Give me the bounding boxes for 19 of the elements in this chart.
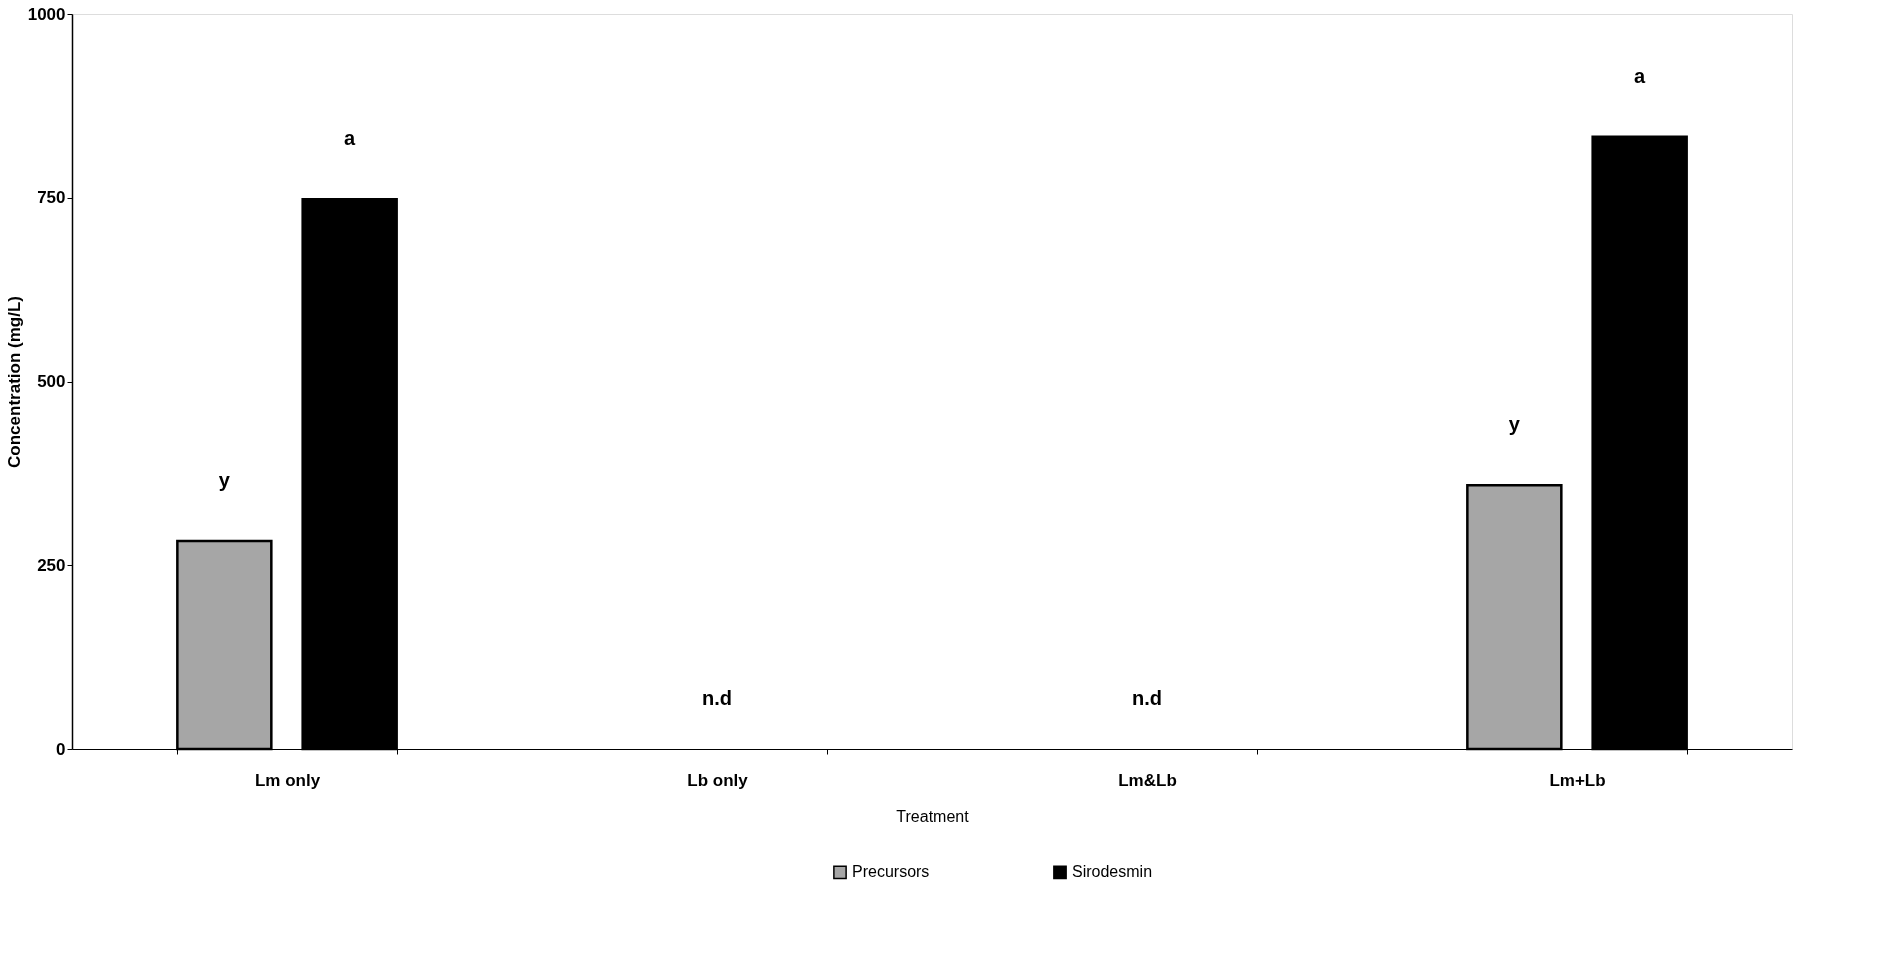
x-axis-title: Treatment [896,807,970,825]
annotation: n.d [702,687,732,709]
legend-label: Precursors [852,863,930,881]
x-tick-label: Lb only [687,770,749,790]
x-tick-label: Lm+Lb [1549,770,1606,790]
annotation: y [218,468,231,491]
y-tick-label: 0 [56,739,66,759]
x-tick-label: Lm&Lb [1118,770,1177,790]
annotation: y [1508,413,1521,436]
y-tick-label: 750 [37,188,66,208]
annotation: n.d [1132,687,1162,709]
y-tick-label: 500 [37,372,66,391]
annotation: a [344,127,357,150]
y-axis-title: Concentration (mg/L) [4,296,24,468]
legend-label: Sirodesmin [1072,863,1153,881]
y-tick-label: 1000 [27,4,66,24]
annotation: a [1634,64,1647,87]
y-tick-label: 250 [37,555,66,575]
x-tick-label: Lm only [254,770,321,790]
